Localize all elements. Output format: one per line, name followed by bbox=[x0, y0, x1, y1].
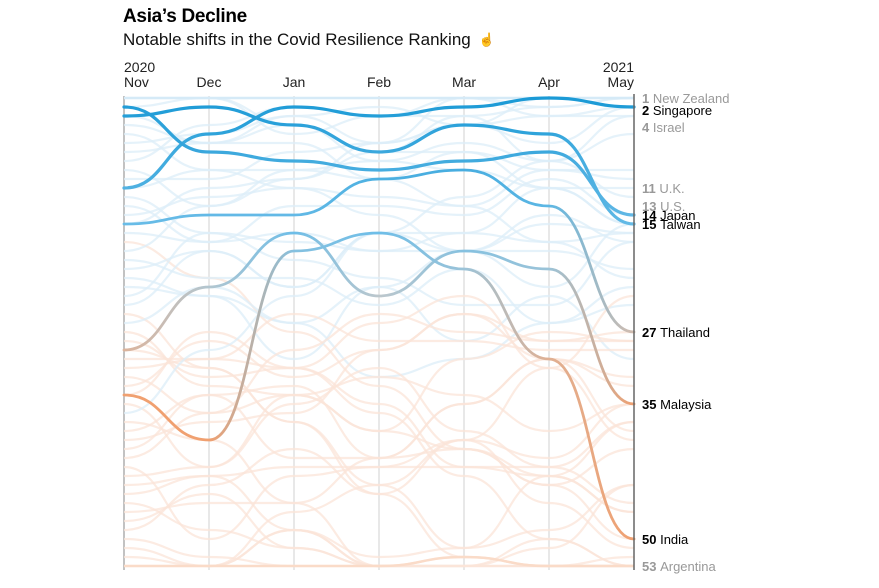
series-line-malaysia bbox=[122, 231, 636, 406]
end-label-u-k-: 11 U.K. bbox=[642, 181, 685, 196]
context-line bbox=[123, 366, 635, 505]
series-line-singapore bbox=[122, 96, 636, 190]
end-label-india: 50 India bbox=[642, 532, 689, 547]
month-label-apr: Apr bbox=[538, 74, 560, 90]
month-label-dec: Dec bbox=[197, 74, 222, 90]
end-label-israel: 4 Israel bbox=[642, 120, 685, 135]
context-line-argentina bbox=[123, 555, 634, 568]
context-line bbox=[123, 177, 635, 244]
series-line-thailand bbox=[122, 168, 636, 334]
end-label-malaysia: 35 Malaysia bbox=[642, 397, 712, 412]
end-label-japan: 14 Japan bbox=[642, 208, 696, 223]
month-label-jan: Jan bbox=[283, 74, 306, 90]
context-line bbox=[123, 330, 635, 433]
hand-pointer-icon: ☝ bbox=[478, 32, 495, 47]
series-line-india bbox=[122, 231, 636, 541]
context-line bbox=[123, 222, 635, 325]
month-label-nov: Nov bbox=[124, 74, 149, 90]
context-line bbox=[123, 231, 635, 307]
context-line bbox=[123, 312, 634, 460]
end-label-singapore: 2 Singapore bbox=[642, 103, 712, 118]
chart-subtitle: Notable shifts in the Covid Resilience R… bbox=[123, 30, 495, 50]
context-line bbox=[123, 312, 634, 370]
highlighted-lines bbox=[122, 96, 636, 541]
month-label-may: May bbox=[608, 74, 634, 90]
end-label-new-zealand: 1 New Zealand bbox=[642, 91, 729, 106]
chart-title: Asia’s Decline bbox=[123, 6, 247, 27]
month-label-feb: Feb bbox=[367, 74, 391, 90]
end-label-u-s-: 13 U.S. bbox=[642, 199, 685, 214]
year-label-2021: 2021 bbox=[603, 59, 634, 75]
context-line bbox=[123, 438, 635, 550]
context-line bbox=[123, 96, 635, 253]
year-label-2020: 2020 bbox=[124, 59, 155, 75]
subtitle-text: Notable shifts in the Covid Resilience R… bbox=[123, 30, 471, 49]
end-label-thailand: 27 Thailand bbox=[642, 325, 710, 340]
end-label-taiwan: 15 Taiwan bbox=[642, 217, 701, 232]
month-label-mar: Mar bbox=[452, 74, 476, 90]
series-line-taiwan bbox=[122, 105, 636, 226]
context-line bbox=[123, 186, 635, 253]
series-line-japan bbox=[122, 105, 636, 217]
end-label-argentina: 53 Argentina bbox=[642, 559, 716, 574]
